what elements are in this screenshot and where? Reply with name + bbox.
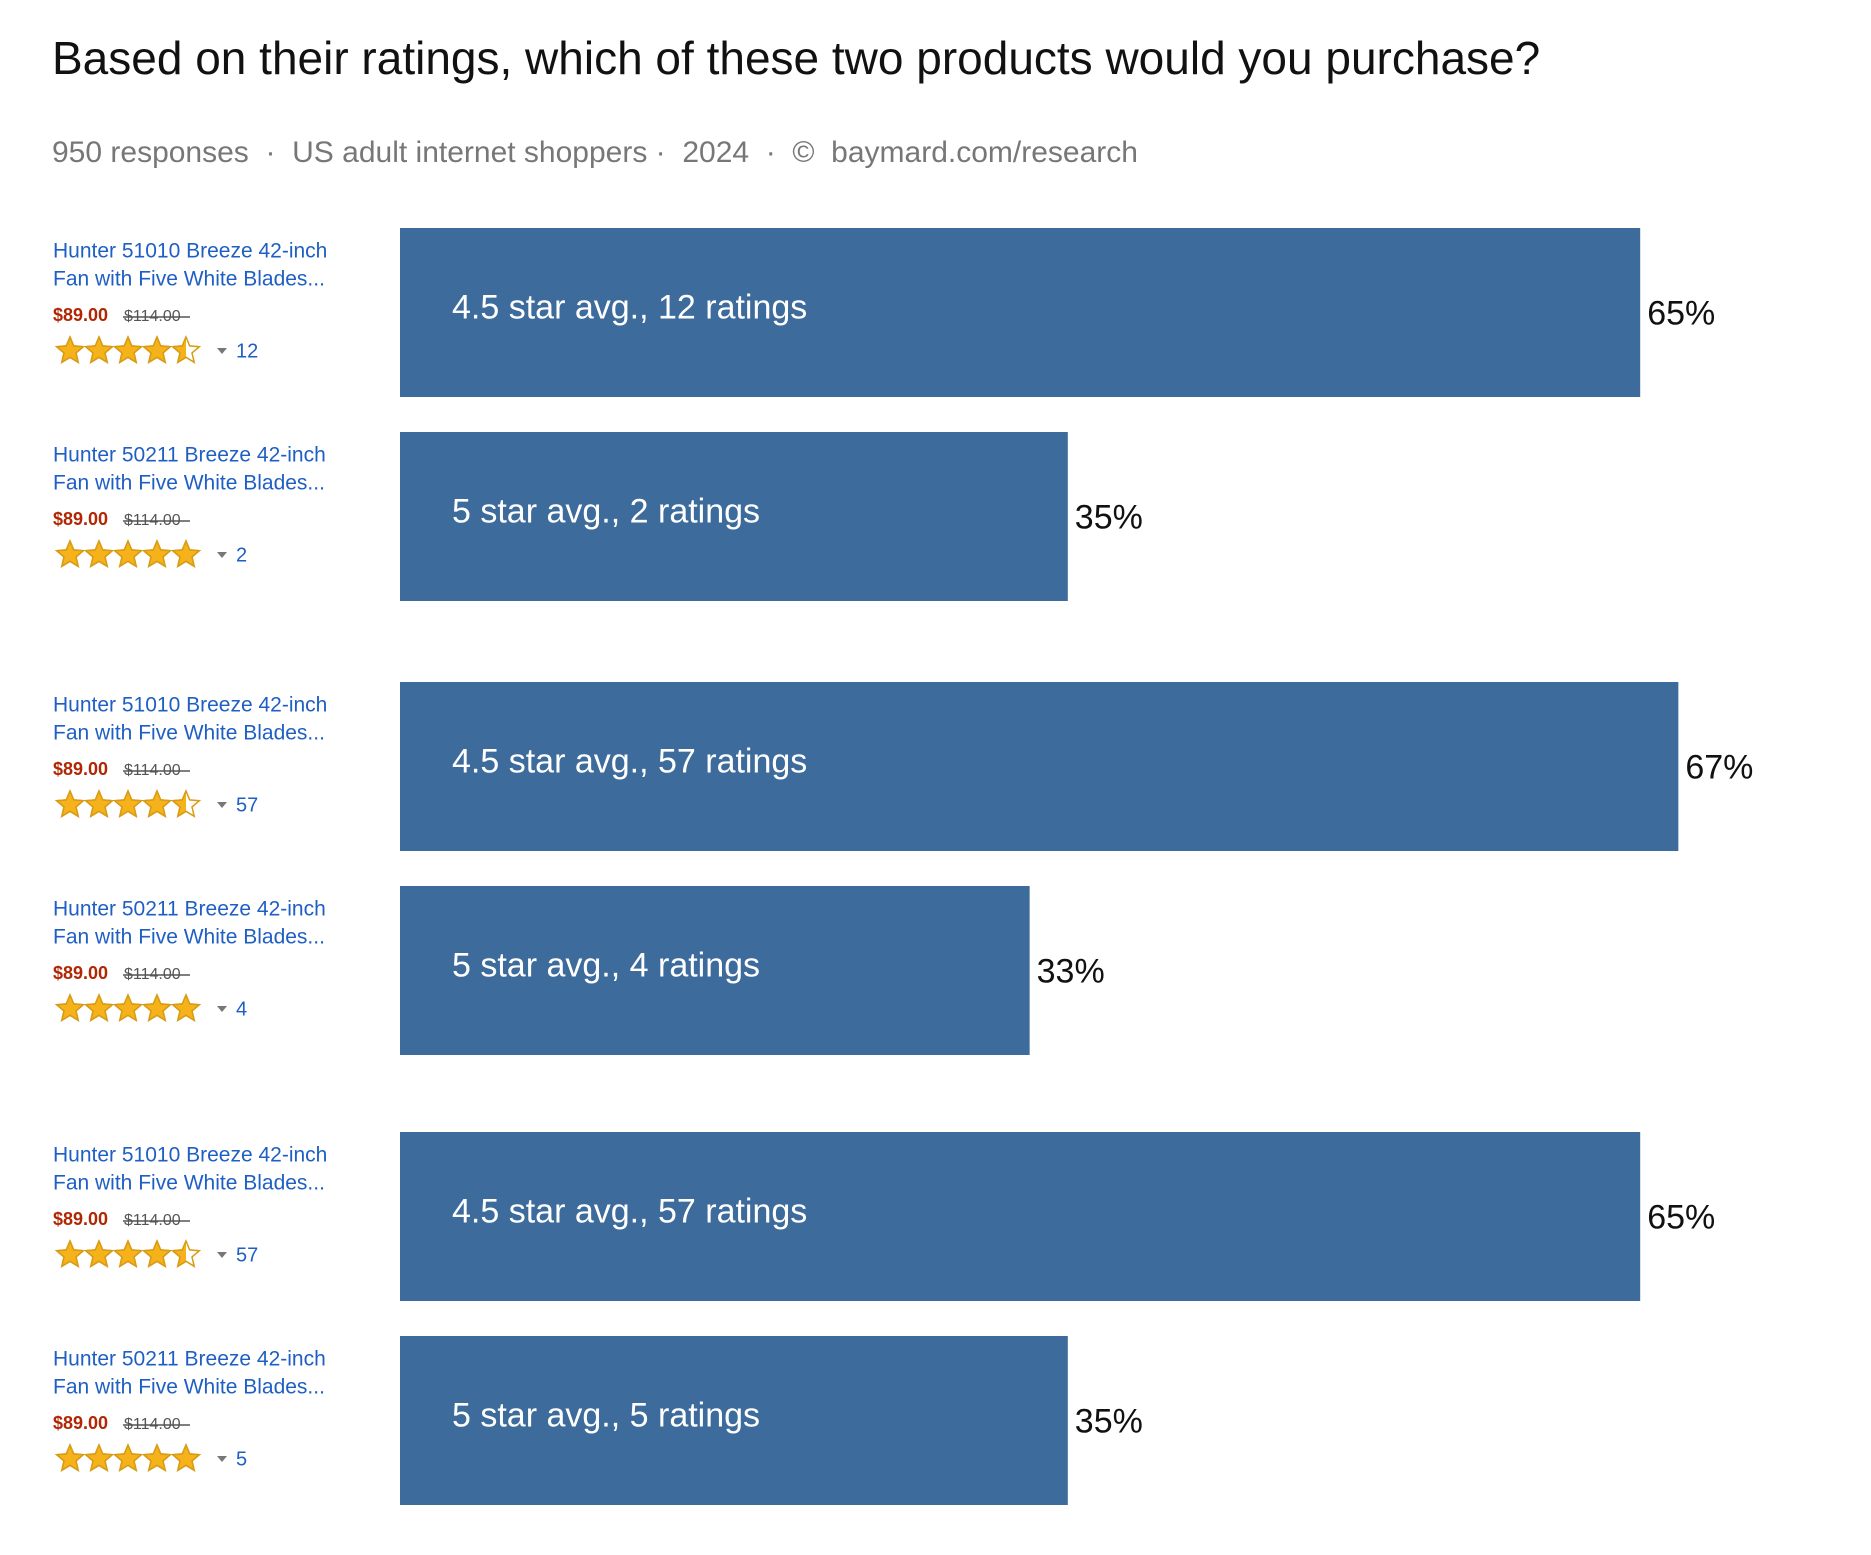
star	[55, 540, 85, 568]
star	[142, 336, 172, 364]
star	[55, 336, 85, 364]
product-name: Hunter 51010 Breeze 42-inch	[53, 240, 327, 263]
product-price: $89.00	[53, 759, 108, 779]
star	[84, 790, 114, 818]
caret	[217, 1006, 227, 1012]
star	[113, 790, 143, 818]
caret	[217, 802, 227, 808]
bar-label: 4.5 star avg., 12 ratings	[452, 288, 807, 326]
star	[142, 1240, 172, 1268]
product-price: $89.00	[53, 963, 108, 983]
caret	[217, 552, 227, 558]
star	[171, 336, 186, 364]
star	[142, 540, 172, 568]
bar-label: 4.5 star avg., 57 ratings	[452, 742, 807, 780]
star	[171, 790, 186, 818]
bar	[400, 432, 1068, 601]
star	[55, 994, 85, 1022]
bar-label: 5 star avg., 4 ratings	[452, 946, 760, 984]
star	[113, 336, 143, 364]
value-label: 33%	[1037, 952, 1105, 990]
product-name: Hunter 50211 Breeze 42-inch	[53, 444, 326, 467]
star	[113, 540, 143, 568]
value-label: 65%	[1647, 294, 1715, 332]
product-price: $89.00	[53, 509, 108, 529]
star	[113, 1240, 143, 1268]
product-name: Hunter 50211 Breeze 42-inch	[53, 898, 326, 921]
bar-label: 4.5 star avg., 57 ratings	[452, 1192, 807, 1230]
star	[84, 1444, 114, 1472]
product-price: $89.00	[53, 1209, 108, 1229]
star	[171, 994, 201, 1022]
rating-count: 2	[236, 544, 247, 566]
rating-count: 57	[236, 1244, 258, 1266]
product-name: Fan with Five White Blades...	[53, 472, 325, 495]
star	[84, 540, 114, 568]
star	[55, 1240, 85, 1268]
bar	[400, 682, 1679, 851]
value-label: 67%	[1685, 748, 1753, 786]
product-name: Fan with Five White Blades...	[53, 1172, 325, 1195]
star	[142, 1444, 172, 1472]
value-label: 65%	[1647, 1198, 1715, 1236]
star	[142, 790, 172, 818]
star	[84, 994, 114, 1022]
product-name: Fan with Five White Blades...	[53, 926, 325, 949]
bar-label: 5 star avg., 2 ratings	[452, 492, 760, 530]
star	[171, 1240, 186, 1268]
caret	[217, 1252, 227, 1258]
chart-subtitle: 950 responses · US adult internet shoppe…	[52, 136, 1138, 169]
star	[113, 994, 143, 1022]
value-label: 35%	[1075, 1402, 1143, 1440]
value-label: 35%	[1075, 498, 1143, 536]
bar-label: 5 star avg., 5 ratings	[452, 1396, 760, 1434]
bar	[400, 228, 1641, 397]
star	[84, 1240, 114, 1268]
star	[55, 1444, 85, 1472]
product-name: Hunter 50211 Breeze 42-inch	[53, 1348, 326, 1371]
caret	[217, 1456, 227, 1462]
bar	[400, 1336, 1068, 1505]
star	[171, 540, 201, 568]
rating-count: 57	[236, 794, 258, 816]
star	[142, 994, 172, 1022]
chart-title: Based on their ratings, which of these t…	[52, 32, 1540, 84]
star	[55, 790, 85, 818]
product-name: Fan with Five White Blades...	[53, 268, 325, 291]
star	[171, 1444, 201, 1472]
product-price: $89.00	[53, 1413, 108, 1433]
product-name: Hunter 51010 Breeze 42-inch	[53, 694, 327, 717]
star	[84, 336, 114, 364]
bar	[400, 1132, 1641, 1301]
bar	[400, 886, 1030, 1055]
star	[113, 1444, 143, 1472]
rating-count: 12	[236, 340, 258, 362]
product-name: Fan with Five White Blades...	[53, 1376, 325, 1399]
product-name: Hunter 51010 Breeze 42-inch	[53, 1144, 327, 1167]
product-price: $89.00	[53, 305, 108, 325]
rating-count: 4	[236, 998, 247, 1020]
product-name: Fan with Five White Blades...	[53, 722, 325, 745]
caret	[217, 348, 227, 354]
rating-count: 5	[236, 1448, 247, 1470]
